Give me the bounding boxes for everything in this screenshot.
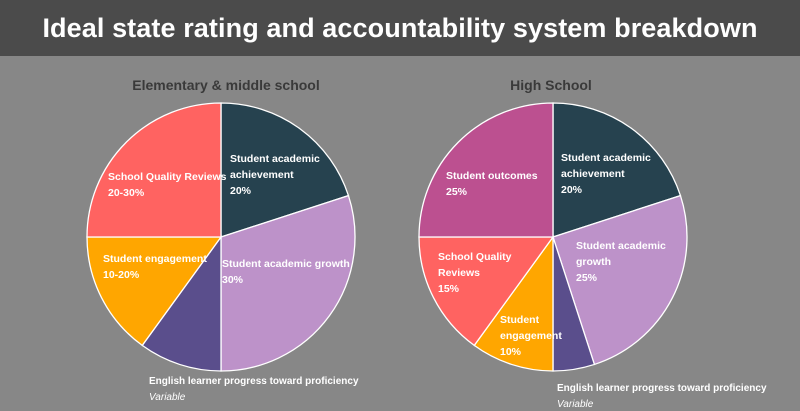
slice-value-label: 25% bbox=[576, 272, 598, 284]
slice-value-label: 10-20% bbox=[103, 269, 140, 281]
slice-label-text: School Quality Reviews bbox=[108, 171, 227, 183]
slice-label-student-academic-growth: Student academic growth 30% bbox=[222, 258, 350, 286]
slice-label-text: growth bbox=[576, 256, 611, 268]
pie-slice-student-outcomes bbox=[418, 102, 554, 238]
slice-label-text: achievement bbox=[561, 168, 625, 180]
pie-slices bbox=[418, 102, 688, 372]
pie-elementary-middle: Elementary & middle school Student acade… bbox=[86, 77, 359, 403]
slice-label-text: Student bbox=[500, 314, 540, 326]
slice-label-student-academic-achievement: Student academic achievement 20% bbox=[230, 153, 320, 197]
pie-slice-student-engagement bbox=[473, 234, 554, 372]
slice-label-student-academic-achievement: Student academic achievement 20% bbox=[561, 152, 651, 196]
pie-slice-student-engagement bbox=[86, 236, 223, 347]
slice-value-label: Variable bbox=[557, 399, 594, 410]
pie-slices bbox=[86, 102, 356, 372]
slice-label-text: English learner progress toward proficie… bbox=[557, 383, 767, 394]
pie-slice-student-academic-achievement bbox=[552, 102, 682, 238]
slice-label-text: Student engagement bbox=[103, 253, 207, 265]
slice-label-text: Student academic bbox=[561, 152, 651, 164]
pie-slice-school-quality-reviews bbox=[418, 236, 555, 347]
slice-label-school-quality-reviews: School Quality Reviews 15% bbox=[438, 251, 512, 295]
slice-label-text: engagement bbox=[500, 330, 562, 342]
slice-label-text: School Quality bbox=[438, 251, 512, 263]
slice-value-label: Variable bbox=[149, 392, 186, 403]
slice-label-english-learner-progress-toward-proficiency: English learner progress toward proficie… bbox=[149, 376, 359, 403]
slice-value-label: 30% bbox=[222, 274, 244, 286]
slice-label-student-engagement: Student engagement 10% bbox=[500, 314, 562, 358]
slice-label-text: achievement bbox=[230, 169, 294, 181]
header-bar: Ideal state rating and accountability sy… bbox=[0, 0, 800, 56]
slice-value-label: 20% bbox=[561, 184, 583, 196]
pie-high-school: High School Student academic achievement 2… bbox=[418, 77, 767, 410]
pie-slice-student-academic-achievement bbox=[220, 102, 350, 238]
slice-value-label: 25% bbox=[446, 186, 468, 198]
slice-label-student-academic-growth: Student academic growth 25% bbox=[576, 240, 666, 284]
slice-label-text: Reviews bbox=[438, 267, 480, 279]
pie-title-elementary-middle: Elementary & middle school bbox=[132, 77, 320, 93]
pie-title-high-school: High School bbox=[510, 77, 592, 93]
slice-label-english-learner-progress-toward-proficiency: English learner progress toward proficie… bbox=[557, 383, 767, 410]
pie-slice-student-academic-growth bbox=[220, 194, 356, 372]
slice-value-label: 15% bbox=[438, 283, 460, 295]
slice-label-student-outcomes: Student outcomes 25% bbox=[446, 170, 538, 198]
slice-value-label: 20-30% bbox=[108, 187, 145, 199]
slice-label-student-engagement: Student engagement 10-20% bbox=[103, 253, 207, 281]
pie-slice-student-academic-growth bbox=[552, 194, 688, 366]
slice-label-text: Student outcomes bbox=[446, 170, 538, 182]
slice-value-label: 10% bbox=[500, 346, 522, 358]
slice-value-label: 20% bbox=[230, 185, 252, 197]
pie-slice-school-quality-reviews bbox=[86, 102, 222, 238]
slice-label-text: Student academic bbox=[230, 153, 320, 165]
pie-slice-english-learner-progress-toward-proficiency bbox=[141, 234, 222, 372]
slice-label-school-quality-reviews: School Quality Reviews 20-30% bbox=[108, 171, 227, 199]
slice-label-text: English learner progress toward proficie… bbox=[149, 376, 359, 387]
page-title: Ideal state rating and accountability sy… bbox=[42, 12, 758, 43]
slice-label-text: Student academic bbox=[576, 240, 666, 252]
slice-label-text: Student academic growth bbox=[222, 258, 350, 270]
